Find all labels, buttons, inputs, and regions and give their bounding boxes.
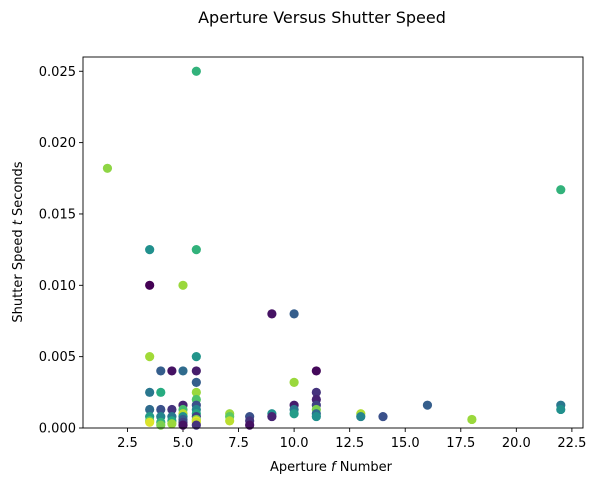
scatter-point xyxy=(145,352,155,362)
scatter-point xyxy=(191,420,201,430)
y-axis-ticks: 0.000 0.005 0.010 0.015 0.020 0.025 xyxy=(39,65,83,437)
scatter-point xyxy=(145,404,155,415)
scatter-point xyxy=(102,163,113,173)
scatter-point xyxy=(289,309,299,319)
x-tick-label: 10.0 xyxy=(280,436,309,451)
x-tick-label: 15.0 xyxy=(391,436,420,451)
scatter-point xyxy=(156,387,166,397)
scatter-point xyxy=(378,411,388,422)
x-tick-label: 17.5 xyxy=(446,436,475,451)
scatter-point xyxy=(167,404,177,415)
scatter-point xyxy=(191,377,201,387)
scatter-point xyxy=(167,419,177,429)
scatter-point xyxy=(178,280,188,290)
y-axis-label: Shutter Speed t Seconds xyxy=(11,161,26,322)
scatter-point xyxy=(178,366,188,376)
scatter-point xyxy=(156,366,166,376)
scatter-point xyxy=(145,245,155,255)
y-tick-label: 0.020 xyxy=(39,136,76,151)
x-tick-label: 7.5 xyxy=(228,436,249,451)
y-tick-label: 0.000 xyxy=(39,422,76,437)
scatter-point xyxy=(556,185,566,195)
y-tick-label: 0.015 xyxy=(39,207,76,222)
scatter-point xyxy=(156,420,166,430)
scatter-point xyxy=(145,280,155,290)
axes-frame xyxy=(82,56,584,429)
x-tick-label: 5.0 xyxy=(173,436,194,451)
scatter-point xyxy=(422,400,433,410)
scatter-point xyxy=(467,414,477,425)
scatter-point xyxy=(167,366,177,376)
scatter-point xyxy=(289,377,299,387)
x-tick-label: 2.5 xyxy=(117,436,138,451)
scatter-point xyxy=(311,387,321,397)
y-tick-label: 0.025 xyxy=(39,65,76,80)
scatter-point xyxy=(267,411,277,422)
scatter-point xyxy=(289,409,299,419)
x-tick-label: 22.5 xyxy=(557,436,586,451)
scatter-point xyxy=(225,416,235,426)
scatter-point xyxy=(145,387,155,397)
scatter-point xyxy=(311,411,321,422)
scatter-point xyxy=(191,66,201,76)
data-points xyxy=(102,66,566,430)
y-tick-label: 0.005 xyxy=(39,350,76,365)
scatter-point xyxy=(178,420,188,430)
scatter-point xyxy=(191,352,201,362)
scatter-point xyxy=(156,404,166,415)
scatter-point xyxy=(267,309,277,319)
scatter-point xyxy=(245,420,255,430)
x-axis-label: Aperture f Number xyxy=(270,460,393,475)
scatter-point xyxy=(311,366,321,376)
scatter-point xyxy=(556,404,566,415)
scatter-point xyxy=(145,417,155,427)
scatter-point xyxy=(191,366,201,376)
x-tick-label: 12.5 xyxy=(335,436,364,451)
scatter-point xyxy=(356,411,366,422)
scatter-point xyxy=(191,245,201,255)
x-axis-ticks: 2.5 5.0 7.5 10.0 12.5 15.0 17.5 20.0 22.5 xyxy=(117,428,586,451)
x-tick-label: 20.0 xyxy=(502,436,531,451)
y-tick-label: 0.010 xyxy=(39,279,76,294)
scatter-point xyxy=(191,387,201,397)
chart-title: Aperture Versus Shutter Speed xyxy=(198,8,446,27)
